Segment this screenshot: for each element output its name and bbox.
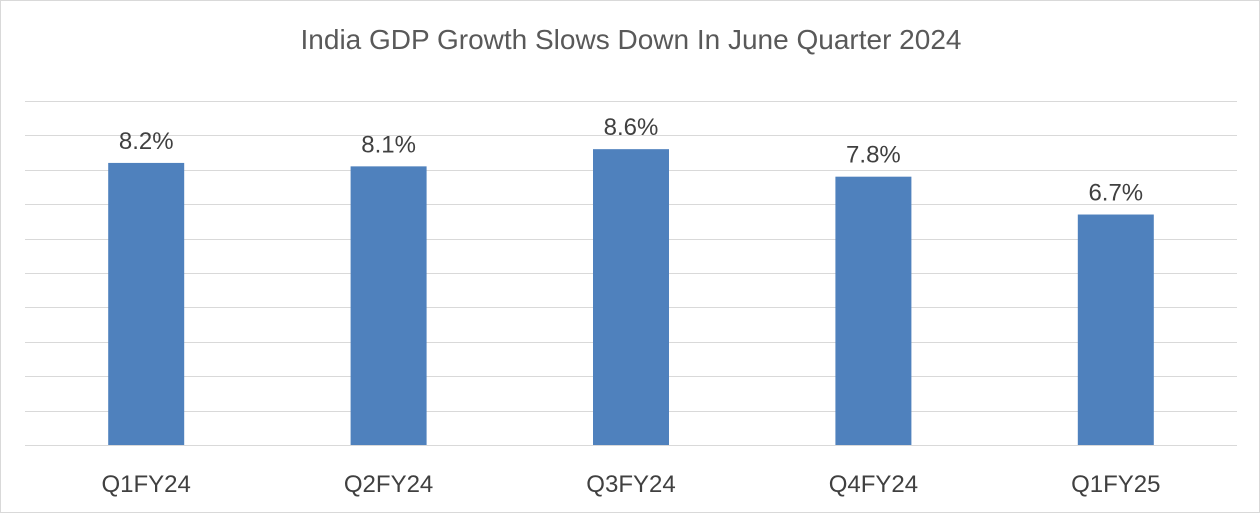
data-label-q1fy25: 6.7% [1088, 180, 1143, 207]
x-axis-tick-labels: Q1FY24 Q2FY24 Q3FY24 Q4FY24 Q1FY25 [102, 471, 1161, 498]
tick-label-q4fy24: Q4FY24 [829, 471, 918, 498]
bar-q1fy25 [1077, 214, 1154, 445]
tick-label-q1fy25: Q1FY25 [1071, 471, 1160, 498]
tick-label-q3fy24: Q3FY24 [586, 471, 675, 498]
bar-q1fy24 [108, 162, 185, 446]
tick-label-q1fy24: Q1FY24 [102, 471, 191, 498]
data-label-q3fy24: 8.6% [604, 114, 659, 141]
bar-q3fy24 [593, 149, 669, 445]
bar-q4fy24 [835, 176, 912, 445]
data-label-q1fy24: 8.2% [119, 128, 174, 155]
bars [108, 149, 1154, 446]
data-label-q2fy24: 8.1% [361, 131, 416, 158]
bar-q2fy24 [350, 166, 427, 446]
data-label-q4fy24: 7.8% [846, 142, 901, 169]
tick-label-q2fy24: Q2FY24 [344, 471, 433, 498]
chart-title: India GDP Growth Slows Down In June Quar… [301, 24, 962, 55]
data-labels: 8.2% 8.1% 8.6% 7.8% 6.7% [119, 114, 1143, 206]
